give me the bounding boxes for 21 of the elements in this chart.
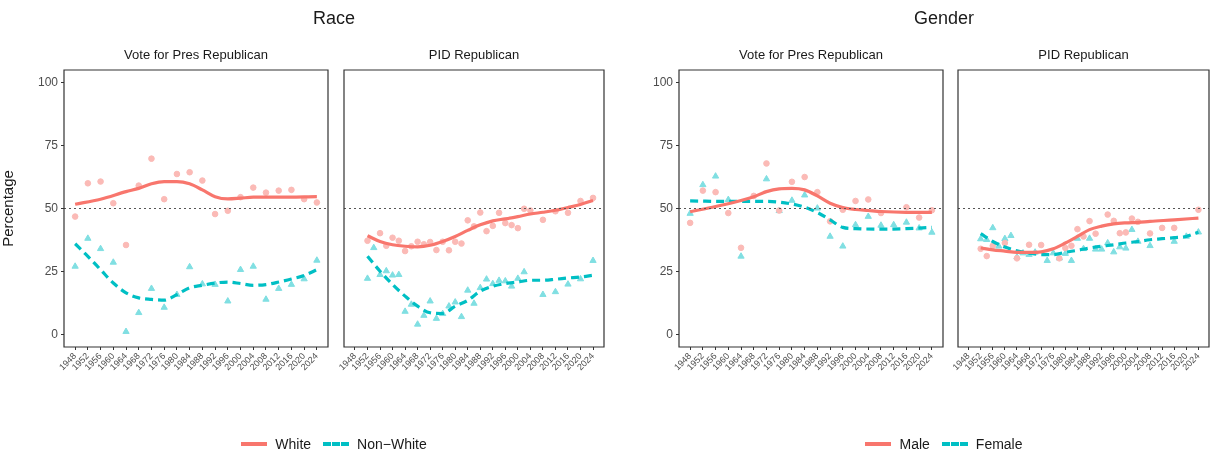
y-tick-label: 75 xyxy=(44,137,59,152)
y-axis-title: Percentage xyxy=(0,170,17,247)
y-tick-label: 0 xyxy=(666,326,674,341)
legend-label: Non−White xyxy=(357,436,427,452)
y-tick-label: 25 xyxy=(659,263,674,278)
y-tick-label: 100 xyxy=(37,74,59,89)
chart-title: Gender xyxy=(912,8,975,29)
y-tick-label: 50 xyxy=(659,200,674,215)
y-tick-label: 100 xyxy=(652,74,674,89)
legend-label: Male xyxy=(899,436,930,452)
y-tick-label: 25 xyxy=(44,263,59,278)
chart-subtitle: PID Republican xyxy=(1038,46,1129,62)
chart-subtitle: Vote for Pres Republican xyxy=(739,46,883,62)
y-tick-label: 75 xyxy=(659,137,674,152)
legend-label: White xyxy=(275,436,312,452)
chart-title: Race xyxy=(312,8,356,29)
y-tick-label: 0 xyxy=(51,326,59,341)
y-tick-label: 50 xyxy=(44,200,59,215)
legend-label: Female xyxy=(975,436,1023,452)
chart-subtitle: Vote for Pres Republican xyxy=(124,46,268,62)
chart-subtitle: PID Republican xyxy=(428,46,520,62)
